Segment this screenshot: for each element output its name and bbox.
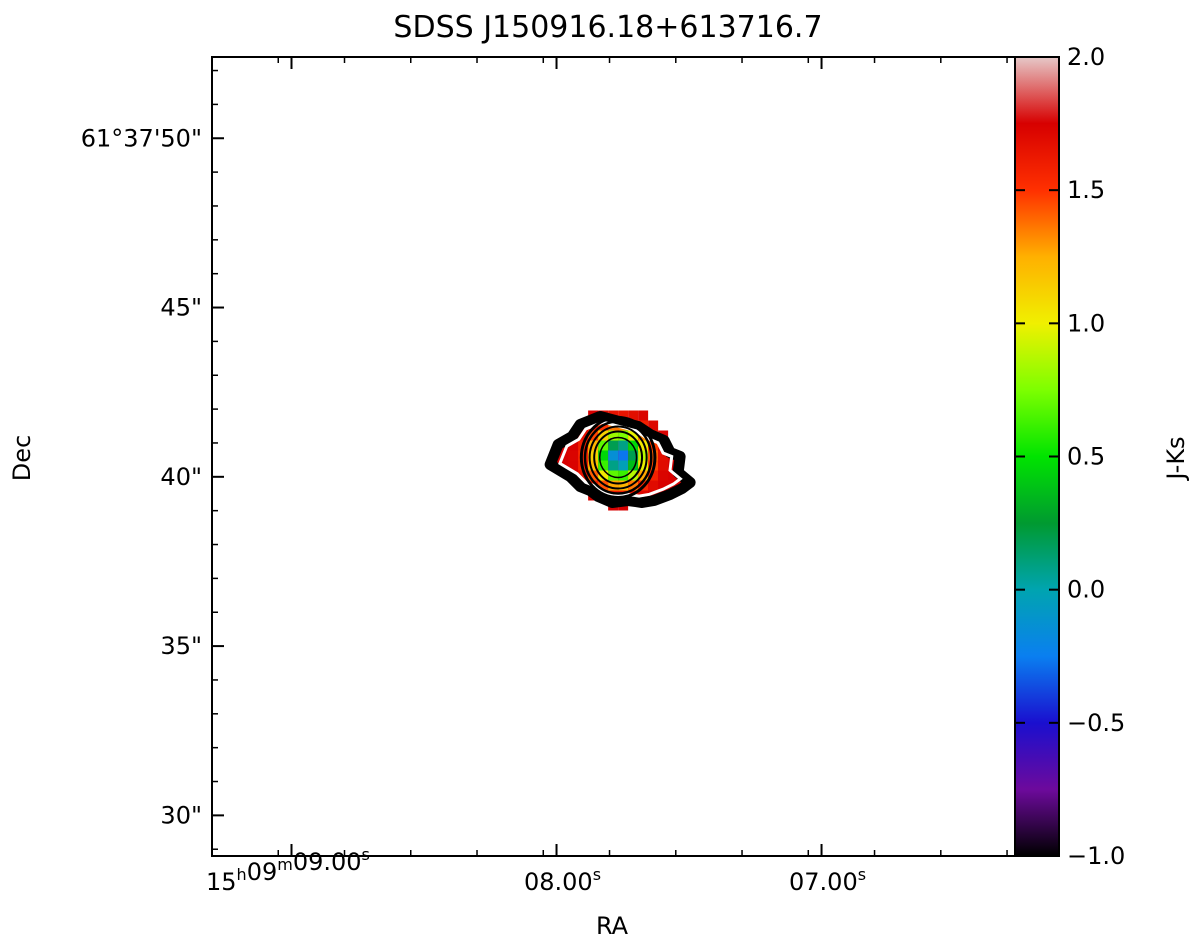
contour-ring-1 [583, 420, 653, 495]
source-pixel [618, 440, 629, 451]
colorbar-tick-label: −1.0 [1067, 842, 1125, 870]
source-pixel [658, 470, 669, 481]
y-tick-label: 30" [160, 801, 202, 829]
source-pixel [638, 470, 649, 481]
source-pixel [608, 440, 619, 451]
source-pixel [618, 460, 629, 471]
source-pixel [618, 470, 629, 481]
contour-ring-0 [579, 416, 657, 499]
source-pixel [598, 450, 609, 461]
source-pixel [598, 470, 609, 481]
colorbar-tick-label: 1.0 [1067, 309, 1105, 337]
source-pixel [638, 460, 649, 471]
source-pixel [588, 450, 599, 461]
source-pixel [628, 470, 639, 481]
source-pixel [618, 430, 629, 441]
source-pixel [658, 460, 669, 471]
y-axis-label: Dec [8, 435, 36, 481]
colorbar-tick-label: 2.0 [1067, 43, 1105, 71]
source-pixel [648, 480, 659, 491]
source-pixel [568, 460, 579, 471]
y-tick-label: 45" [160, 294, 202, 322]
source-pixel [628, 450, 639, 461]
source-pixel [598, 480, 609, 491]
colorbar-tick-label: −0.5 [1067, 709, 1125, 737]
source-pixel [608, 480, 619, 491]
source-pixel [638, 440, 649, 451]
x-tick-label: 08.00s [524, 865, 601, 896]
y-tick-label: 40" [160, 463, 202, 491]
source-pixel [628, 410, 639, 421]
source-pixel [648, 470, 659, 481]
colorbar-tick-label: 1.5 [1067, 176, 1105, 204]
y-tick-label: 61°37'50" [81, 124, 202, 152]
source-pixel [628, 460, 639, 471]
colorbar-tick-label: 0.5 [1067, 443, 1105, 471]
source-pixel [578, 470, 589, 481]
source-pixel [648, 420, 659, 431]
source-pixel [598, 460, 609, 471]
chart-title: SDSS J150916.18+613716.7 [393, 10, 822, 45]
source-pixel [588, 470, 599, 481]
source-pixel [618, 410, 629, 421]
contour-ring-2 [588, 425, 648, 490]
x-axis: 15h09m09.00s 08.00s 07.00s [206, 57, 1008, 896]
source-pixel [618, 450, 629, 461]
source-pixel [658, 450, 669, 461]
contour-outer [544, 411, 696, 508]
source-pixel [648, 450, 659, 461]
source-pixel [628, 480, 639, 491]
source-pixel [608, 460, 619, 471]
contour-ring-3 [593, 430, 644, 485]
colorbar-tick-label: 0.0 [1067, 576, 1105, 604]
source-pixel [618, 480, 629, 491]
source-pixel [638, 410, 649, 421]
x-axis-label: RA [596, 912, 629, 940]
source-pixel [568, 440, 579, 451]
source-pixel [568, 450, 579, 461]
source-blob [544, 410, 696, 511]
colorbar-label: J-Ks [1162, 436, 1190, 481]
source-pixel [628, 430, 639, 441]
source-pixel [608, 470, 619, 481]
source-pixel [638, 450, 649, 461]
source-pixel [608, 430, 619, 441]
source-pixel [588, 460, 599, 471]
contour-ring-4 [598, 436, 638, 479]
y-axis: 61°37'50" 45" 40" 35" 30" [81, 69, 224, 850]
source-pixel [608, 450, 619, 461]
y-tick-label: 35" [160, 632, 202, 660]
source-pixel [578, 450, 589, 461]
source-pixel [598, 430, 609, 441]
colorbar-ticks: 2.0 1.5 1.0 0.5 0.0 −0.5 −1.0 [1015, 43, 1125, 870]
x-tick-label: 07.00s [789, 865, 866, 896]
source-pixel [588, 440, 599, 451]
x-tick-label: 15h09m09.00s [206, 845, 370, 896]
